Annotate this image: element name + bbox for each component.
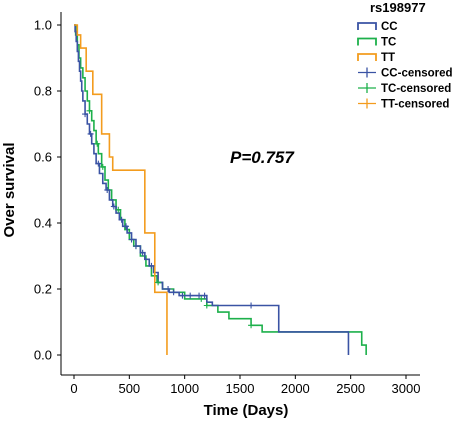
censor-mark-cc (201, 292, 208, 299)
series-layer (74, 24, 367, 355)
censor-layer (82, 107, 255, 329)
censor-mark-cc (110, 203, 117, 210)
series-line-tc (74, 24, 367, 355)
legend-symbol-cc-censored (358, 67, 376, 78)
censor-mark-cc (95, 160, 102, 167)
p-value-annotation: P=0.757 (230, 148, 295, 167)
censor-mark-tc (94, 140, 101, 147)
legend-label-cc: CC (381, 21, 398, 33)
legend-symbol-tt (357, 53, 377, 61)
x-tick-label: 1000 (170, 381, 199, 396)
censor-mark-tc (203, 302, 210, 309)
censor-mark-tc (155, 279, 162, 286)
y-tick-label: 1.0 (34, 18, 52, 33)
legend-entries: CC TC TT CC-censored TC-censored TT-censored (357, 21, 453, 111)
y-tick-label: 0.2 (34, 282, 52, 297)
legend-label-cc-censored: CC-censored (381, 68, 453, 80)
series-line-tt (74, 24, 168, 355)
y-tick-label: 0.4 (34, 216, 52, 231)
censor-mark-cc (82, 111, 89, 118)
legend-label-tt: TT (381, 52, 395, 64)
censor-mark-tc (198, 295, 205, 302)
censor-mark-cc (132, 243, 139, 250)
x-tick-label: 0 (70, 381, 77, 396)
x-tick-label: 3000 (392, 381, 421, 396)
legend: rs198977 CC TC TT CC-censored TC-censored TT-… (357, 0, 453, 111)
y-tick-label: 0.8 (34, 84, 52, 99)
censor-mark-tc (99, 163, 106, 170)
censor-mark-cc (139, 249, 146, 256)
x-tick-label: 1500 (226, 381, 255, 396)
censor-mark-tc (86, 107, 93, 114)
censor-mark-cc (118, 216, 125, 223)
censor-mark-cc (187, 292, 194, 299)
x-ticks: 0 500 1000 1500 2000 2500 3000 (70, 375, 420, 396)
censor-mark-cc (104, 187, 111, 193)
censor-mark-cc (179, 292, 186, 299)
censor-mark-cc (148, 262, 155, 269)
legend-title: rs198977 (370, 0, 426, 15)
legend-label-tt-censored: TT-censored (381, 99, 449, 111)
censor-mark-cc (87, 130, 94, 137)
x-tick-label: 2500 (336, 381, 365, 396)
censor-mark-cc (248, 302, 255, 309)
censor-mark-cc (170, 289, 177, 296)
censor-mark-cc (123, 223, 130, 230)
y-ticks: 0.0 0.2 0.4 0.6 0.8 1.0 (34, 18, 61, 363)
x-tick-label: 500 (118, 381, 140, 396)
x-tick-label: 2000 (281, 381, 310, 396)
axes (60, 12, 420, 376)
legend-symbol-tt-censored (358, 98, 376, 109)
censor-mark-cc (128, 236, 135, 243)
censor-mark-tc (248, 322, 255, 329)
legend-symbol-cc (357, 22, 377, 30)
legend-symbol-tc-censored (358, 83, 376, 93)
censor-mark-cc (165, 286, 172, 292)
y-axis-title: Over survival (1, 142, 18, 237)
legend-symbol-tc (357, 37, 377, 46)
legend-label-tc: TC (381, 37, 396, 49)
censor-mark-cc (196, 292, 203, 299)
y-tick-label: 0.6 (34, 150, 52, 165)
x-axis-title: Time (Days) (204, 402, 289, 419)
y-tick-label: 0.0 (34, 348, 52, 363)
legend-label-tc-censored: TC-censored (381, 83, 451, 95)
censor-mark-tc (115, 206, 122, 213)
